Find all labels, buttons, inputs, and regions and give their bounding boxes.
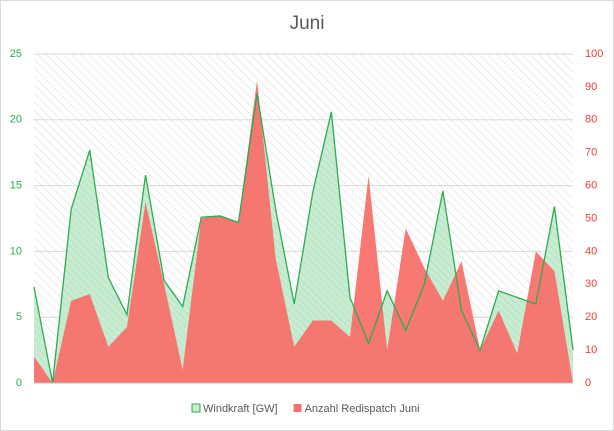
y2-tick-label: 100 [585, 48, 603, 60]
y-tick-label: 5 [16, 311, 22, 323]
y2-tick-label: 20 [585, 311, 597, 323]
legend-label: Anzahl Redispatch Juni [305, 403, 420, 415]
legend-label: Windkraft [GW] [203, 403, 278, 415]
y2-tick-label: 60 [585, 180, 597, 192]
y-tick-label: 10 [10, 245, 22, 257]
y2-tick-label: 70 [585, 147, 597, 159]
y-tick-label: 15 [10, 180, 22, 192]
y2-tick-label: 90 [585, 81, 597, 93]
y2-tick-label: 30 [585, 278, 597, 290]
area [34, 80, 573, 383]
y2-tick-label: 40 [585, 245, 597, 257]
y2-tick-label: 50 [585, 212, 597, 224]
y2-tick-label: 10 [585, 344, 597, 356]
legend-swatch [191, 403, 201, 413]
y-tick-label: 20 [10, 114, 22, 126]
chart-title: Juni [290, 13, 325, 34]
y-tick-label: 25 [10, 48, 22, 60]
line [33, 93, 574, 384]
y-tick-label: 0 [16, 377, 22, 389]
y2-tick-label: 0 [585, 377, 591, 389]
legend-swatch [293, 404, 302, 412]
y2-tick-label: 80 [585, 114, 597, 126]
